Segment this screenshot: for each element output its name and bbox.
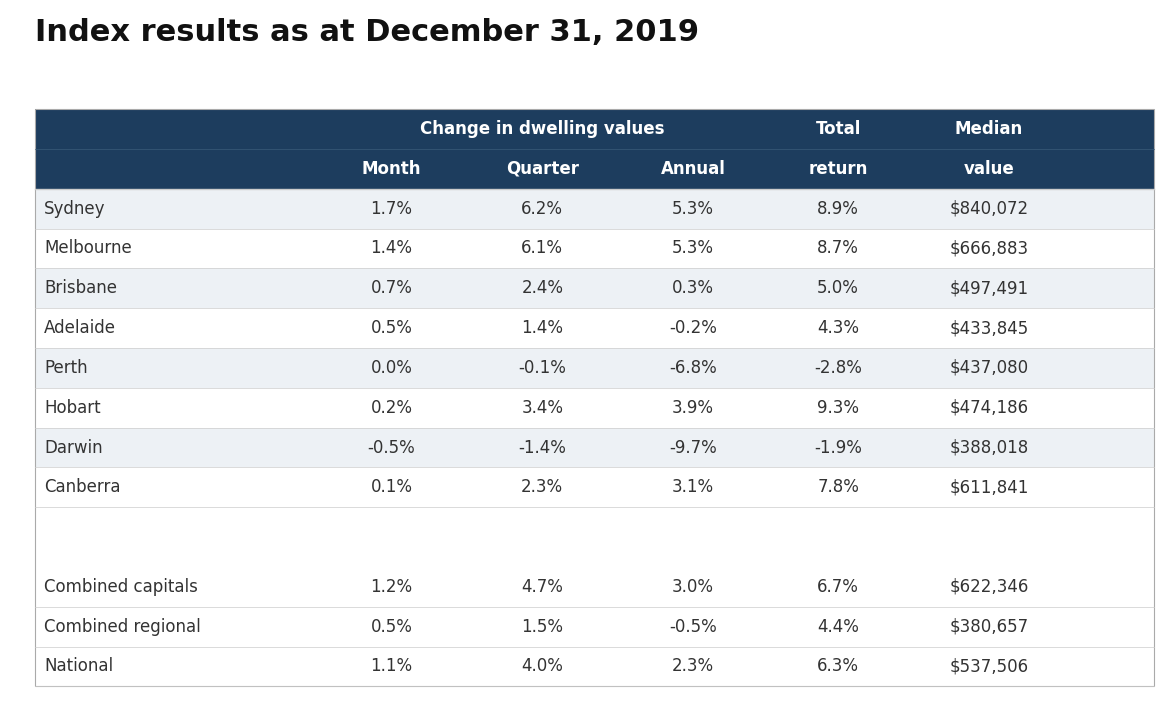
Text: 6.7%: 6.7% — [817, 578, 860, 596]
Text: -1.4%: -1.4% — [519, 439, 566, 456]
Text: Hobart: Hobart — [44, 398, 101, 417]
Text: $388,018: $388,018 — [949, 439, 1029, 456]
Text: -1.9%: -1.9% — [814, 439, 862, 456]
Text: 1.4%: 1.4% — [370, 239, 413, 258]
Text: 6.3%: 6.3% — [817, 658, 860, 676]
Text: $611,841: $611,841 — [949, 478, 1029, 496]
Text: 1.4%: 1.4% — [521, 319, 564, 337]
Text: 8.9%: 8.9% — [817, 200, 860, 218]
Text: $840,072: $840,072 — [949, 200, 1029, 218]
Text: $537,506: $537,506 — [949, 658, 1029, 676]
Text: $437,080: $437,080 — [949, 359, 1029, 377]
Text: Adelaide: Adelaide — [44, 319, 116, 337]
Text: 0.5%: 0.5% — [370, 617, 413, 636]
Text: 4.0%: 4.0% — [521, 658, 564, 676]
Text: 5.3%: 5.3% — [672, 200, 715, 218]
Text: value: value — [964, 160, 1014, 178]
Text: Darwin: Darwin — [44, 439, 103, 456]
Text: -0.2%: -0.2% — [669, 319, 717, 337]
Text: Median: Median — [955, 120, 1023, 138]
Text: -0.1%: -0.1% — [519, 359, 566, 377]
Text: 5.3%: 5.3% — [672, 239, 715, 258]
Text: Melbourne: Melbourne — [44, 239, 132, 258]
Text: 0.0%: 0.0% — [370, 359, 413, 377]
Text: Perth: Perth — [44, 359, 88, 377]
Text: Change in dwelling values: Change in dwelling values — [420, 120, 665, 138]
Text: 8.7%: 8.7% — [817, 239, 860, 258]
Text: Month: Month — [362, 160, 421, 178]
Text: 2.3%: 2.3% — [521, 478, 564, 496]
Text: 9.3%: 9.3% — [817, 398, 860, 417]
Text: $497,491: $497,491 — [949, 279, 1029, 297]
Text: -9.7%: -9.7% — [669, 439, 717, 456]
Text: 0.3%: 0.3% — [672, 279, 715, 297]
Text: 0.5%: 0.5% — [370, 319, 413, 337]
Text: 1.5%: 1.5% — [521, 617, 564, 636]
Text: 1.2%: 1.2% — [370, 578, 413, 596]
Text: 0.1%: 0.1% — [370, 478, 413, 496]
Text: -0.5%: -0.5% — [669, 617, 717, 636]
Text: Index results as at December 31, 2019: Index results as at December 31, 2019 — [35, 18, 699, 46]
Text: Brisbane: Brisbane — [44, 279, 117, 297]
Text: -6.8%: -6.8% — [669, 359, 717, 377]
Text: Sydney: Sydney — [44, 200, 106, 218]
Text: $622,346: $622,346 — [949, 578, 1029, 596]
Text: -2.8%: -2.8% — [814, 359, 862, 377]
Text: 1.1%: 1.1% — [370, 658, 413, 676]
Text: 3.9%: 3.9% — [672, 398, 715, 417]
Text: 4.3%: 4.3% — [817, 319, 860, 337]
Text: 1.7%: 1.7% — [370, 200, 413, 218]
Text: Combined regional: Combined regional — [44, 617, 201, 636]
Text: 0.7%: 0.7% — [370, 279, 413, 297]
Text: $380,657: $380,657 — [949, 617, 1029, 636]
Text: 2.3%: 2.3% — [672, 658, 715, 676]
Text: 6.2%: 6.2% — [521, 200, 564, 218]
Text: $433,845: $433,845 — [949, 319, 1029, 337]
Text: 3.4%: 3.4% — [521, 398, 564, 417]
Text: Combined capitals: Combined capitals — [44, 578, 198, 596]
Text: $666,883: $666,883 — [949, 239, 1029, 258]
Text: 0.2%: 0.2% — [370, 398, 413, 417]
Text: 6.1%: 6.1% — [521, 239, 564, 258]
Text: 3.0%: 3.0% — [672, 578, 715, 596]
Text: 2.4%: 2.4% — [521, 279, 564, 297]
Text: return: return — [809, 160, 868, 178]
Text: 3.1%: 3.1% — [672, 478, 715, 496]
Text: 5.0%: 5.0% — [817, 279, 860, 297]
Text: 7.8%: 7.8% — [817, 478, 860, 496]
Text: 4.7%: 4.7% — [521, 578, 564, 596]
Text: Quarter: Quarter — [506, 160, 579, 178]
Text: Canberra: Canberra — [44, 478, 121, 496]
Text: National: National — [44, 658, 114, 676]
Text: 4.4%: 4.4% — [817, 617, 860, 636]
Text: Annual: Annual — [661, 160, 725, 178]
Text: -0.5%: -0.5% — [368, 439, 415, 456]
Text: Total: Total — [815, 120, 861, 138]
Text: $474,186: $474,186 — [949, 398, 1029, 417]
